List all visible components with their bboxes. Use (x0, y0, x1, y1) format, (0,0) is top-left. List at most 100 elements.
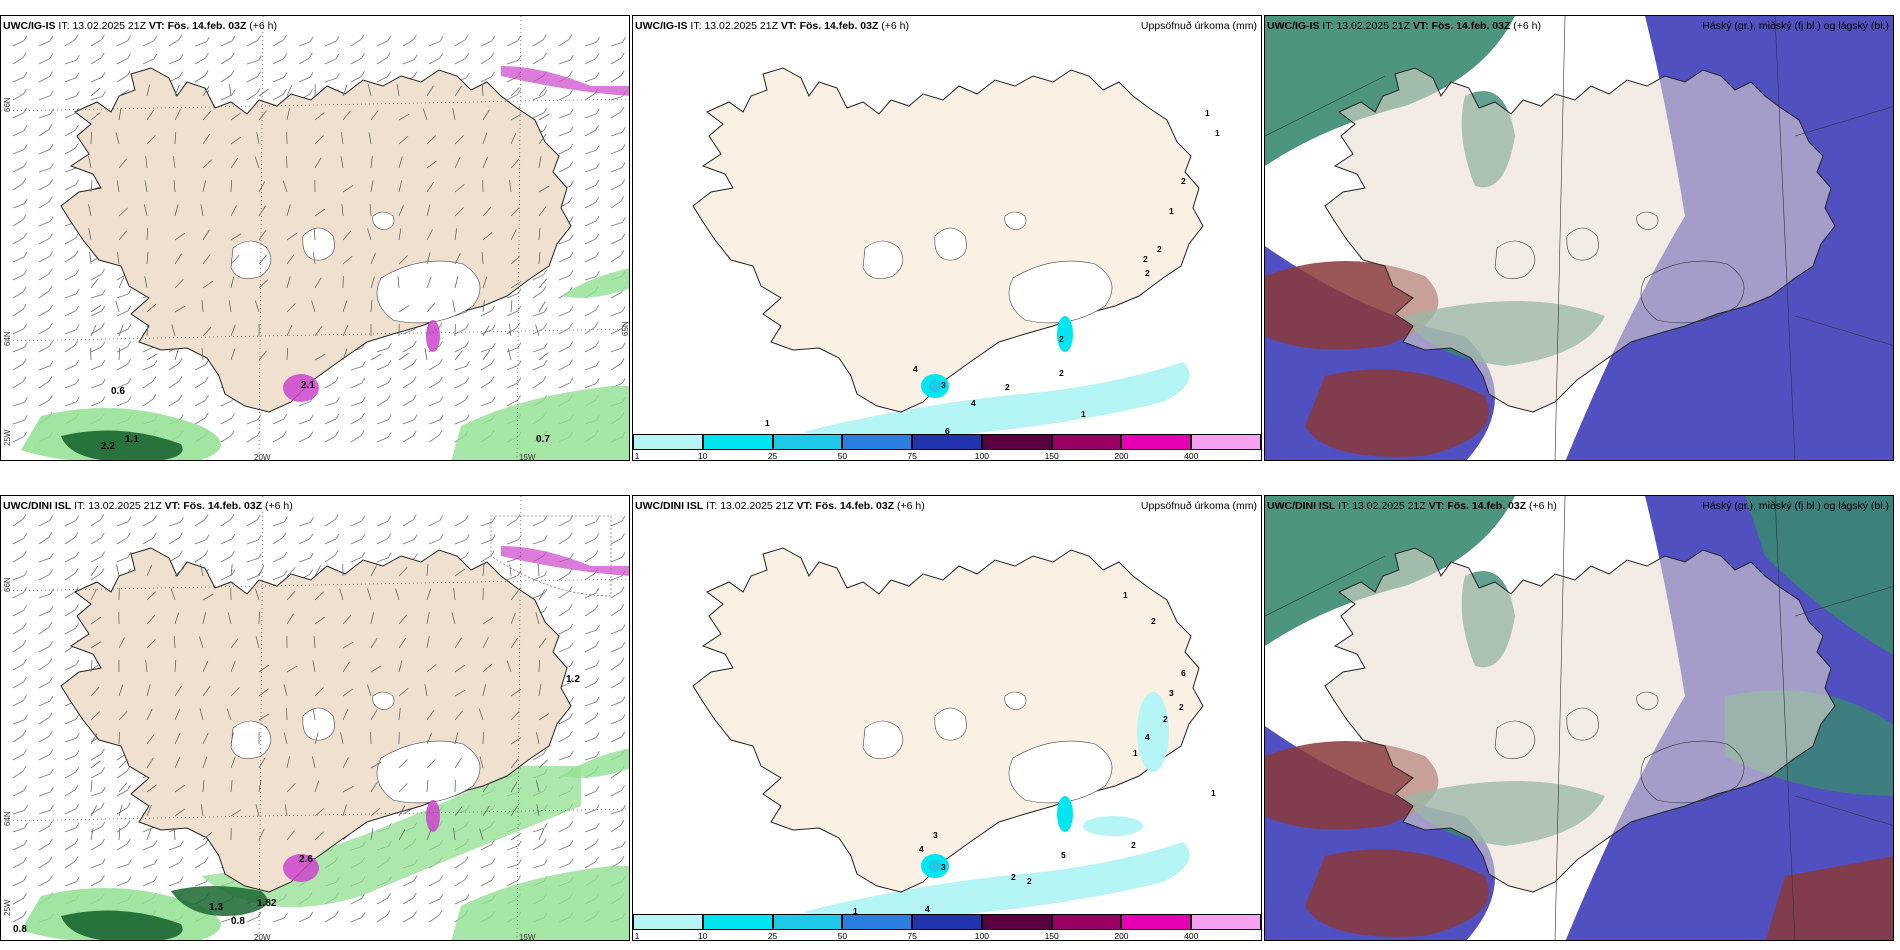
wind-barb (558, 863, 571, 869)
wind-barb (170, 588, 176, 601)
wind-barb (510, 833, 522, 841)
wind-barb (258, 110, 267, 121)
wind-barb (314, 807, 325, 817)
wind-barb-flag (127, 305, 132, 312)
wind-barb-flag (23, 910, 27, 917)
legend-swatch (1121, 434, 1192, 450)
wind-barb-flag (362, 361, 366, 367)
wind-barb (610, 363, 622, 371)
wind-barb (324, 915, 336, 923)
wind-barb (532, 328, 544, 335)
glacier (230, 720, 272, 759)
wind-barb (90, 733, 98, 745)
wind-barb (171, 324, 176, 337)
legend-swatch (981, 914, 1052, 930)
wind-barb-flag (570, 180, 574, 187)
wind-barb-flag (361, 515, 366, 522)
graticule-line (1554, 16, 1566, 460)
wind-barb (116, 825, 128, 833)
wind-barb (272, 917, 285, 923)
legend-tick-label: 1 (634, 931, 640, 941)
wind-barb-flag (48, 856, 53, 862)
wind-barb (146, 734, 155, 745)
wind-barb-flag (154, 858, 158, 865)
legend-swatch (633, 914, 703, 930)
wind-barb-flag (101, 748, 105, 755)
wind-barb-flag (569, 515, 574, 521)
wind-barb-flag (48, 286, 53, 292)
wind-barb-flag (542, 376, 547, 382)
wind-barb (64, 789, 76, 797)
wind-barb-flag (179, 840, 184, 847)
wind-barb (258, 254, 268, 265)
wind-barb-flag (620, 196, 625, 202)
wind-barb-flag (178, 532, 183, 539)
wind-barb (376, 538, 388, 545)
wind-barb-flag (490, 376, 495, 382)
wind-barb (286, 613, 294, 625)
wind-barb (194, 554, 206, 563)
accumulated-precip-map (633, 16, 1261, 460)
wind-barb (12, 237, 24, 245)
precip-value: 1.3 (209, 902, 223, 913)
precip-area (1137, 692, 1169, 772)
wind-barb (510, 711, 520, 721)
wind-barb-flag (74, 604, 79, 610)
wind-barb (311, 756, 316, 769)
precip-legend: 1 10 25 50 75 100 150 200 400 (633, 910, 1261, 940)
wind-barb (341, 204, 344, 217)
lat-label-25w: 25W (3, 899, 12, 916)
wind-barb-flag (205, 395, 209, 401)
wind-barb-flag (179, 71, 184, 77)
wind-barb (538, 301, 546, 313)
wind-barb-flag (49, 233, 53, 239)
wind-barb-flag (49, 322, 53, 329)
wind-barb (64, 881, 77, 887)
wind-barb-flag (49, 515, 54, 521)
wind-barb-flag (594, 322, 599, 328)
wind-barb (194, 57, 206, 65)
wind-barb-flag (75, 142, 79, 149)
wind-barb (350, 57, 362, 65)
wind-barb-flag (569, 713, 573, 719)
wind-barb-flag (517, 570, 522, 576)
wind-barb (532, 290, 544, 299)
wind-precip-map (1, 496, 629, 940)
wind-barb (342, 110, 351, 121)
precip-label: 2 (1143, 254, 1148, 264)
wind-barb-flag (179, 876, 184, 882)
wind-barb (350, 435, 362, 443)
wind-barb (398, 352, 410, 361)
wind-barb (370, 761, 382, 769)
wind-barb (142, 40, 154, 47)
wind-barb (220, 917, 233, 923)
wind-barb (12, 844, 25, 851)
lon-label-20: 20W (254, 453, 271, 461)
wind-barb (376, 557, 389, 563)
wind-barb (64, 184, 76, 191)
wind-barb-flag (50, 163, 54, 169)
wind-barb-flag (74, 340, 79, 346)
wind-barb (64, 59, 77, 65)
wind-barb (12, 880, 24, 887)
wind-barb-flag (491, 516, 496, 523)
wind-barb-flag (127, 784, 131, 791)
wind-barb (510, 688, 522, 697)
wind-barb (350, 538, 363, 545)
wind-barb-flag (570, 696, 574, 703)
wind-barb (584, 555, 596, 563)
wind-barb (38, 380, 50, 389)
wind-barb (12, 256, 25, 263)
wind-barb (314, 277, 322, 289)
wind-barb (12, 627, 24, 635)
wind-barb-flag (127, 516, 132, 522)
wind-barb-flag (127, 323, 132, 330)
legend-swatch (772, 914, 843, 930)
wind-barb (90, 294, 103, 299)
wind-barb (38, 825, 50, 833)
legend-tick-label: 150 (1044, 931, 1059, 941)
wind-barb-flag (49, 251, 53, 257)
wind-barb-flag (309, 36, 314, 42)
wind-barb (324, 435, 336, 443)
wind-barb (367, 684, 372, 697)
